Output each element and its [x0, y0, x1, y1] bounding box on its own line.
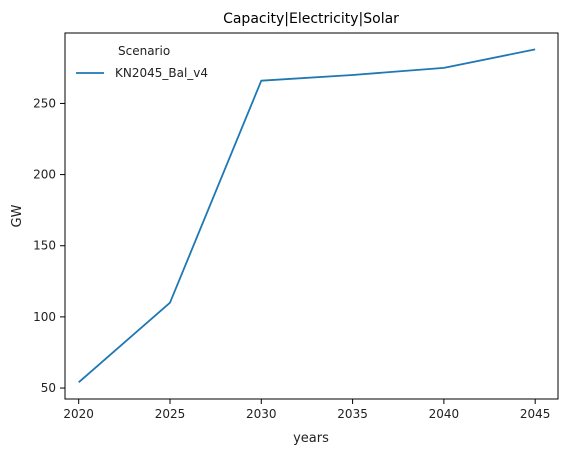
y-axis: 50 100 150 200 250	[33, 96, 65, 395]
y-axis-label: GW	[10, 204, 25, 227]
series-line	[78, 48, 536, 384]
series-layer	[78, 48, 536, 384]
legend-series-label: KN2045_Bal_v4	[115, 66, 208, 80]
y-tick-label: 250	[33, 96, 56, 110]
y-tick-label: 100	[33, 310, 56, 324]
x-tick-label: 2030	[246, 407, 277, 421]
x-axis: 2020 2025 2030 2035 2040 2045	[63, 399, 550, 421]
chart-title: Capacity|Electricity|Solar	[223, 11, 399, 27]
y-tick-label: 50	[41, 381, 56, 395]
x-tick-label: 2040	[429, 407, 460, 421]
x-tick-label: 2045	[520, 407, 551, 421]
x-tick-label: 2025	[155, 407, 186, 421]
y-tick-label: 150	[33, 239, 56, 253]
legend-title: Scenario	[118, 44, 170, 58]
x-axis-label: years	[293, 431, 329, 446]
x-tick-label: 2035	[337, 407, 368, 421]
y-tick-label: 200	[33, 168, 56, 182]
x-tick-label: 2020	[63, 407, 94, 421]
legend: Scenario KN2045_Bal_v4	[76, 44, 208, 80]
plot-area-frame	[64, 32, 559, 400]
